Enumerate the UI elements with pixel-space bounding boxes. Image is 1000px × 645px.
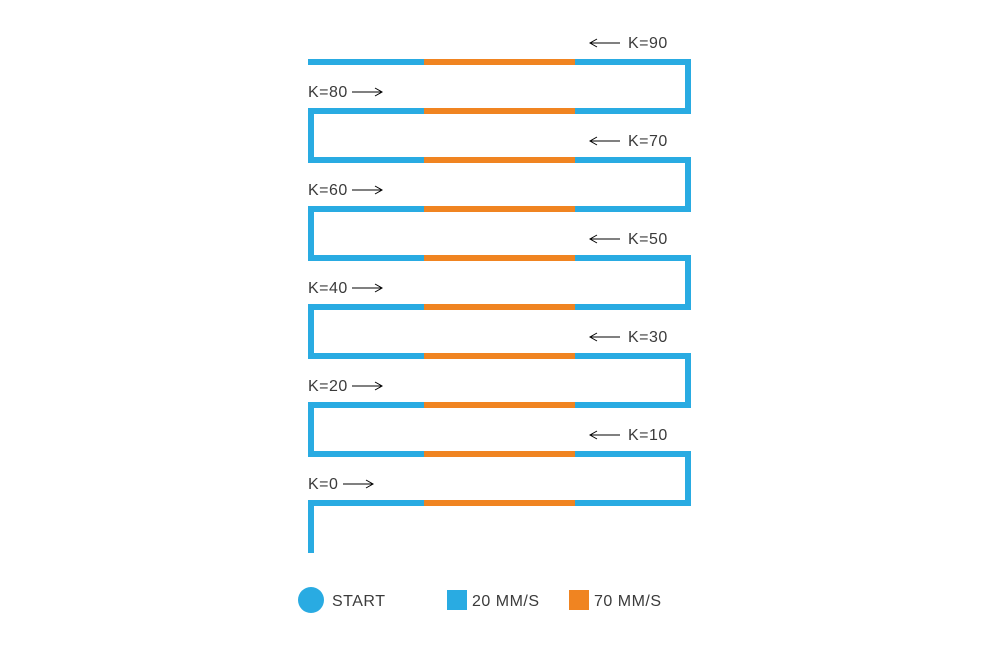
path-slow-segment (308, 451, 424, 457)
path-fast-segment (424, 255, 575, 261)
k-label: K=70 (628, 133, 668, 150)
path-slow-segment (308, 353, 424, 359)
path-slow-segment (308, 108, 424, 114)
path-slow-segment (308, 59, 424, 65)
path-start-tail (308, 500, 314, 553)
path-fast-segment (424, 206, 575, 212)
path-vertical-connector (685, 353, 691, 408)
path-slow-segment (308, 255, 424, 261)
k-label: K=0 (308, 476, 338, 493)
k-label: K=10 (628, 427, 668, 444)
path-vertical-connector (308, 108, 314, 163)
path-slow-segment (575, 402, 691, 408)
legend-slow-swatch (447, 590, 467, 610)
path-slow-segment (308, 402, 424, 408)
k-label: K=60 (308, 182, 348, 199)
legend-fast-swatch (569, 590, 589, 610)
path-slow-segment (575, 304, 691, 310)
path-slow-segment (575, 59, 691, 65)
path-slow-segment (308, 157, 424, 163)
path-slow-segment (575, 108, 691, 114)
k-label: K=20 (308, 378, 348, 395)
path-vertical-connector (685, 451, 691, 506)
path-vertical-connector (685, 255, 691, 310)
path-vertical-connector (685, 59, 691, 114)
path-slow-segment (575, 206, 691, 212)
legend-start-icon (298, 587, 324, 613)
path-fast-segment (424, 353, 575, 359)
k-label: K=30 (628, 329, 668, 346)
path-fast-segment (424, 304, 575, 310)
path-fast-segment (424, 402, 575, 408)
path-slow-segment (575, 255, 691, 261)
path-vertical-connector (308, 304, 314, 359)
path-slow-segment (575, 157, 691, 163)
path-slow-segment (308, 500, 424, 506)
path-fast-segment (424, 500, 575, 506)
legend-slow-label: 20 MM/S (472, 593, 540, 610)
path-slow-segment (308, 206, 424, 212)
k-label: K=80 (308, 84, 348, 101)
k-label: K=90 (628, 35, 668, 52)
path-vertical-connector (685, 157, 691, 212)
legend-fast-label: 70 MM/S (594, 593, 662, 610)
path-slow-segment (575, 451, 691, 457)
path-slow-segment (575, 500, 691, 506)
path-fast-segment (424, 59, 575, 65)
path-vertical-connector (308, 206, 314, 261)
k-label: K=40 (308, 280, 348, 297)
serpentine-diagram: K=90 K=80 K=70 K=60 K=50 K=40 K=30 K=20 K=10 K=0 S… (0, 0, 1000, 645)
path-fast-segment (424, 108, 575, 114)
path-slow-segment (575, 353, 691, 359)
legend-start-label: START (332, 593, 385, 610)
path-vertical-connector (308, 402, 314, 457)
path-fast-segment (424, 451, 575, 457)
path-fast-segment (424, 157, 575, 163)
k-label: K=50 (628, 231, 668, 248)
path-slow-segment (308, 304, 424, 310)
